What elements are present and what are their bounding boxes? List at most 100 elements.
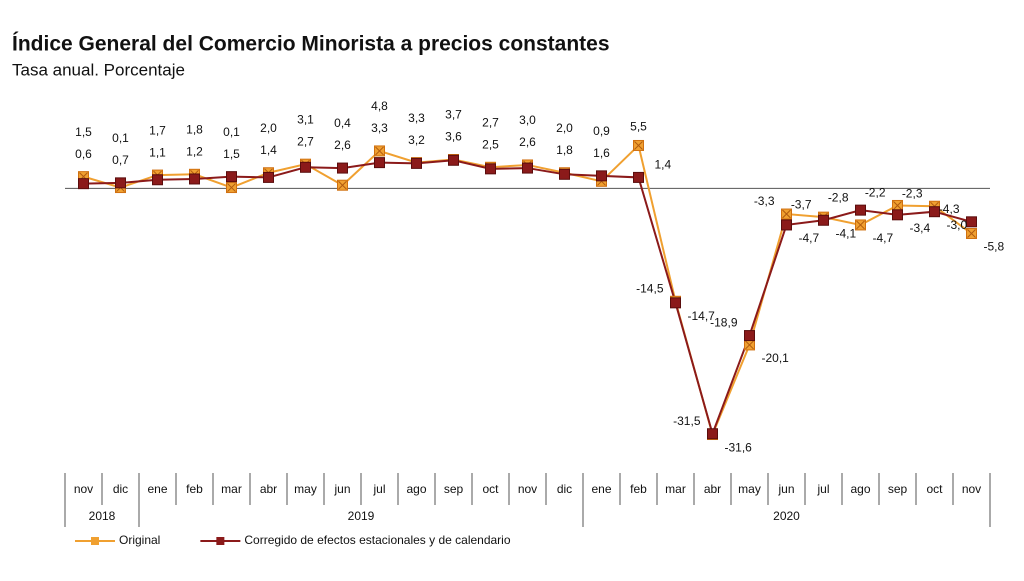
data-label: 3,2 bbox=[408, 133, 425, 147]
point-marker bbox=[448, 154, 459, 166]
point-marker bbox=[411, 157, 422, 169]
x-group-label: 2018 bbox=[89, 509, 116, 523]
x-tick-label: jul bbox=[816, 482, 829, 496]
point-marker bbox=[300, 161, 311, 173]
point-marker bbox=[892, 209, 903, 221]
data-label: 3,3 bbox=[408, 111, 425, 125]
data-label: -14,5 bbox=[636, 281, 664, 295]
data-label: 0,1 bbox=[112, 131, 129, 145]
point-marker bbox=[485, 163, 496, 175]
data-label: 2,6 bbox=[519, 135, 536, 149]
point-marker bbox=[115, 177, 126, 189]
data-label: 1,2 bbox=[186, 144, 203, 158]
data-label: -3,4 bbox=[910, 221, 931, 235]
point-marker bbox=[337, 162, 348, 174]
point-marker bbox=[374, 157, 385, 169]
data-label: 1,6 bbox=[593, 146, 610, 160]
legend-marker bbox=[91, 537, 99, 545]
x-tick-label: nov bbox=[962, 482, 981, 496]
data-label: -31,6 bbox=[725, 441, 753, 455]
data-label: 0,1 bbox=[223, 125, 240, 139]
x-tick-label: sep bbox=[444, 482, 464, 496]
legend-label: Original bbox=[119, 533, 160, 547]
data-label: 2,5 bbox=[482, 137, 499, 151]
point-marker bbox=[78, 178, 89, 190]
data-label: -4,3 bbox=[939, 202, 960, 216]
point-marker bbox=[855, 204, 866, 216]
data-label: 0,6 bbox=[75, 147, 92, 161]
point-cross bbox=[856, 220, 865, 230]
point-marker bbox=[670, 297, 681, 309]
data-label: -2,2 bbox=[865, 186, 886, 200]
data-label: 3,3 bbox=[371, 121, 388, 135]
legend-label: Corregido de efectos estacionales y de c… bbox=[244, 533, 510, 547]
point-marker bbox=[152, 174, 163, 186]
data-label: 1,5 bbox=[75, 125, 92, 139]
data-label: -4,7 bbox=[799, 231, 820, 245]
data-label: -5,8 bbox=[984, 240, 1005, 254]
x-tick-label: feb bbox=[186, 482, 203, 496]
data-label: -18,9 bbox=[710, 316, 738, 330]
x-tick-label: sep bbox=[888, 482, 908, 496]
data-label: 2,0 bbox=[260, 121, 277, 135]
x-tick-label: abr bbox=[704, 482, 721, 496]
data-label: 1,8 bbox=[556, 143, 573, 157]
point-marker bbox=[744, 330, 755, 342]
data-label: 3,1 bbox=[297, 112, 314, 126]
data-label: 2,0 bbox=[556, 121, 573, 135]
point-marker bbox=[263, 171, 274, 183]
x-tick-label: dic bbox=[557, 482, 572, 496]
point-marker bbox=[781, 219, 792, 231]
point-cross bbox=[893, 201, 902, 210]
x-tick-label: nov bbox=[74, 482, 93, 496]
data-label: -3,0 bbox=[947, 218, 968, 232]
x-tick-label: mar bbox=[665, 482, 686, 496]
point-marker bbox=[559, 168, 570, 180]
data-label: 0,7 bbox=[112, 153, 129, 167]
point-cross bbox=[634, 141, 643, 150]
point-cross bbox=[375, 146, 384, 156]
x-tick-label: ago bbox=[850, 482, 870, 496]
point-cross bbox=[782, 209, 791, 219]
data-label: 4,8 bbox=[371, 99, 388, 113]
point-cross bbox=[745, 340, 754, 350]
x-tick-label: oct bbox=[482, 482, 499, 496]
data-label: 5,5 bbox=[630, 120, 647, 134]
data-label: 0,4 bbox=[334, 116, 351, 130]
point-cross bbox=[967, 229, 976, 238]
x-group-label: 2020 bbox=[773, 509, 800, 523]
x-tick-label: ene bbox=[591, 482, 611, 496]
data-label: -3,7 bbox=[791, 197, 812, 211]
point-cross bbox=[227, 183, 236, 192]
x-tick-label: mar bbox=[221, 482, 242, 496]
data-label: -2,8 bbox=[828, 190, 849, 204]
x-tick-label: ene bbox=[147, 482, 167, 496]
point-marker bbox=[929, 206, 940, 218]
data-label: 2,6 bbox=[334, 138, 351, 152]
point-marker bbox=[226, 171, 237, 183]
data-label: 1,4 bbox=[655, 158, 672, 172]
data-label: 1,8 bbox=[186, 122, 203, 136]
data-label: 3,7 bbox=[445, 108, 462, 122]
data-label: 2,7 bbox=[297, 134, 314, 148]
point-marker bbox=[818, 214, 829, 226]
series-line bbox=[83, 143, 973, 438]
chart-title: Índice General del Comercio Minorista a … bbox=[12, 33, 610, 56]
data-label: -4,1 bbox=[836, 226, 857, 240]
x-tick-label: jun bbox=[777, 482, 794, 496]
data-label: -4,7 bbox=[873, 231, 894, 245]
x-tick-label: oct bbox=[926, 482, 943, 496]
data-label: -31,5 bbox=[673, 414, 701, 428]
data-label: 3,6 bbox=[445, 130, 462, 144]
data-label: 2,7 bbox=[482, 115, 499, 129]
x-tick-label: ago bbox=[406, 482, 426, 496]
legend-marker bbox=[216, 537, 225, 545]
x-tick-label: dic bbox=[113, 482, 128, 496]
data-label: -20,1 bbox=[762, 351, 790, 365]
x-tick-label: abr bbox=[260, 482, 277, 496]
x-tick-label: jun bbox=[333, 482, 350, 496]
data-label: 3,0 bbox=[519, 113, 536, 127]
point-marker bbox=[522, 162, 533, 174]
point-marker bbox=[633, 171, 644, 183]
